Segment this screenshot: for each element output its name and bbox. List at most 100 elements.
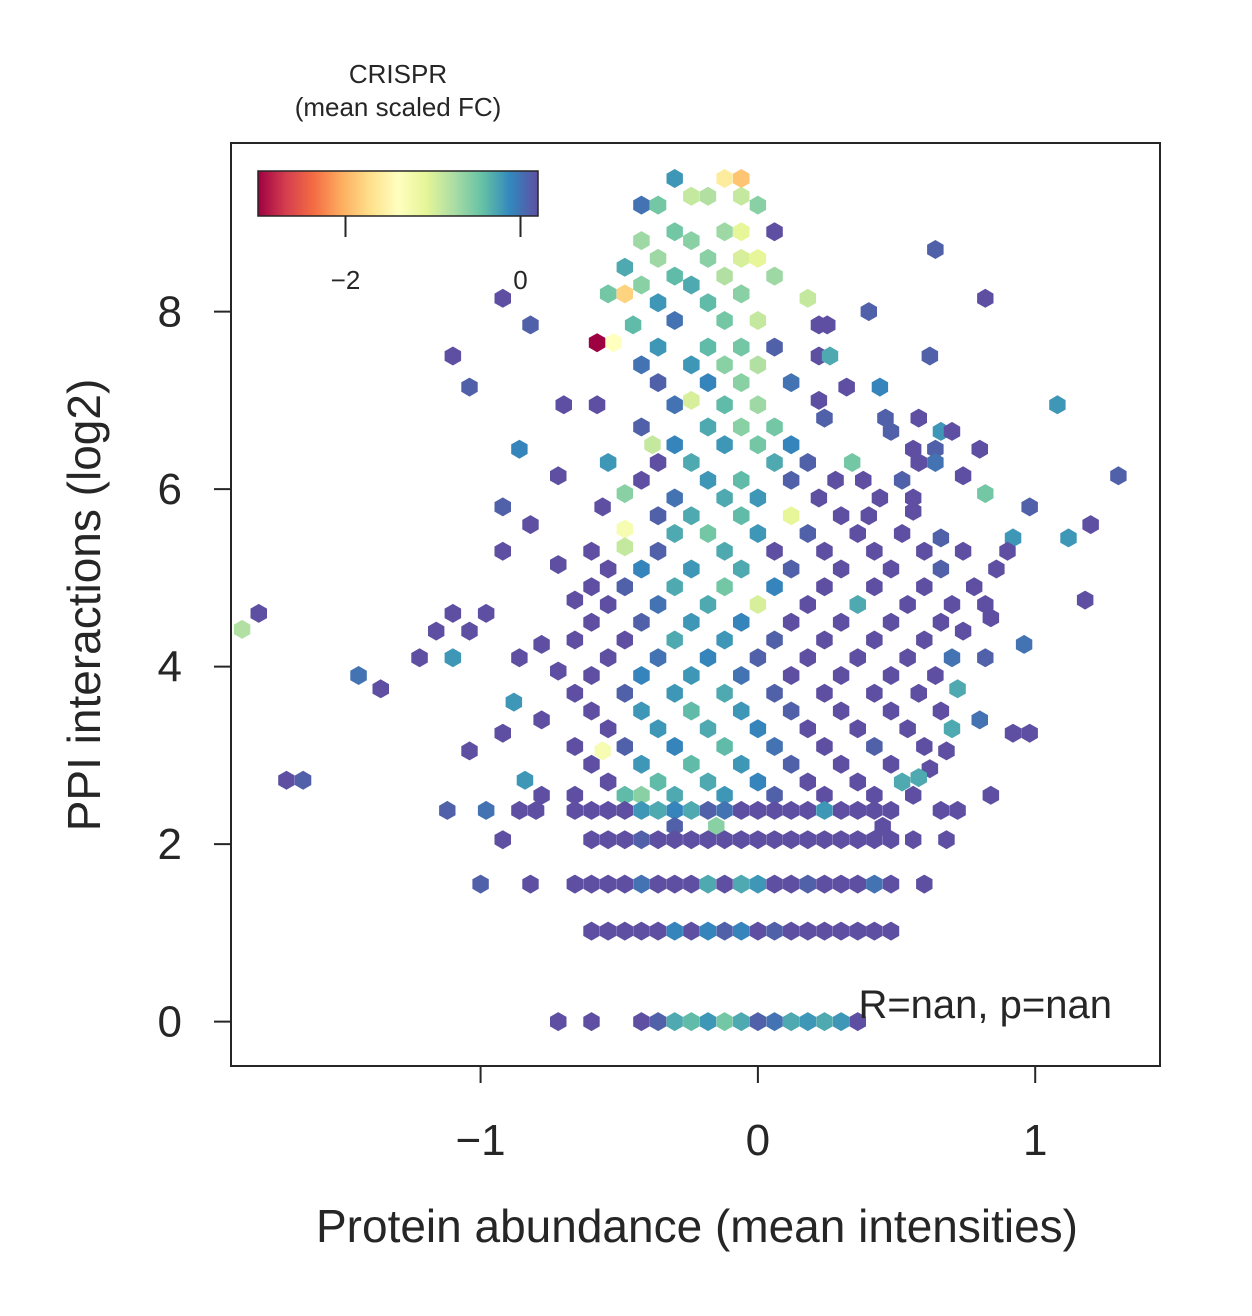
hexbin-cell — [649, 195, 667, 215]
hexbin-cell — [699, 524, 717, 543]
hexbin-cell — [649, 373, 667, 393]
hexbin-cell — [666, 737, 683, 756]
hexbin-cell — [616, 284, 633, 304]
hexbin-cell — [683, 800, 700, 820]
hexbin-cell — [766, 337, 783, 357]
hexbin-cell — [649, 830, 667, 850]
plot-frame — [230, 142, 1161, 1067]
hexbin-cell — [733, 248, 750, 268]
hexbin-cell — [977, 648, 994, 668]
hexbin-cell — [849, 648, 866, 668]
hexbin-cell — [832, 559, 850, 579]
hexbin-cell — [799, 595, 816, 614]
hexbin-cell — [866, 800, 883, 820]
hexbin-cell — [649, 293, 667, 313]
hexbin-cell — [599, 830, 617, 850]
hexbin-cell — [583, 701, 600, 721]
hexbin-cell — [616, 257, 633, 277]
hexbin-cell — [999, 541, 1016, 561]
y-tick-label: 6 — [158, 465, 182, 514]
hexbin-cell — [633, 559, 650, 579]
hexbin-cell — [733, 874, 750, 894]
hexbin-cell — [866, 874, 883, 894]
hexbin-cell — [1021, 497, 1038, 517]
hexbin-cell — [599, 648, 617, 668]
hexbin-cell — [832, 874, 850, 894]
hexbin-cell — [782, 921, 800, 941]
hexbin-cell — [624, 315, 642, 335]
hexbin-cell — [716, 577, 733, 597]
hexbin-cell — [599, 284, 617, 304]
y-tick-label: 0 — [158, 998, 182, 1047]
hexbin-cell — [932, 612, 950, 632]
hexbin-cell — [943, 648, 961, 668]
hexbin-cell — [716, 1012, 733, 1032]
colorbar-ticks: −2 0 — [331, 216, 528, 295]
hexbin-cell — [683, 874, 700, 894]
hexbin-cell — [849, 719, 866, 739]
hexbin-cell — [605, 333, 622, 353]
hexbin-cell — [583, 874, 600, 894]
hexbin-cell — [599, 921, 617, 941]
hexbin-cell — [821, 346, 839, 366]
hexbin-cell — [782, 800, 800, 820]
hexbin-cell — [699, 417, 717, 437]
hexbin-cell — [494, 497, 511, 517]
hexbin-cell — [533, 710, 550, 730]
hexbin-cell — [882, 754, 900, 774]
hexbin-cell — [782, 754, 800, 774]
hexbin-cell — [666, 830, 683, 850]
hexbin-cell — [472, 874, 489, 894]
hexbin-cell — [588, 395, 606, 415]
hexbin-cell — [633, 754, 650, 774]
hexbin-cell — [766, 785, 783, 805]
hexbin-cell — [649, 453, 667, 472]
hexbin-cell — [766, 541, 783, 561]
y-axis-label: PPI interactions (log2) — [58, 379, 110, 832]
hexbin-cell — [566, 785, 584, 805]
x-tick-label: −1 — [455, 1116, 505, 1165]
hexbin-cell — [733, 417, 750, 437]
hexbin-cell — [766, 800, 783, 820]
hexbin-cell — [766, 683, 783, 703]
hexbin-cell — [954, 541, 972, 561]
hexbin-cell — [533, 634, 550, 654]
hexbin-cell — [666, 1012, 683, 1032]
hexbin-cell — [666, 577, 683, 597]
hexbin-cell — [905, 501, 922, 521]
hexbin-cell — [871, 377, 889, 397]
hexbin-cell — [733, 754, 750, 774]
hexbin-cell — [733, 337, 750, 357]
hexbin-cell — [1049, 395, 1066, 415]
hexbin-cell — [583, 666, 600, 685]
hexbin-cell — [799, 874, 816, 894]
hexbin-cell — [233, 619, 251, 639]
hexbin-cell — [866, 737, 883, 756]
hexbin-cell — [1110, 466, 1127, 486]
hexbin-cell — [616, 874, 633, 894]
hexbin-cell — [683, 559, 700, 579]
hexbin-cell — [599, 453, 617, 472]
hexbin-cell — [599, 559, 617, 579]
hexbin-cell — [932, 528, 950, 548]
hexbin-cell — [882, 559, 900, 579]
hexbin-cell — [838, 377, 855, 397]
hexbin-cell — [566, 800, 584, 820]
hexbin-cell — [494, 541, 511, 561]
hexbin-cell — [749, 1012, 767, 1032]
hexbin-cell — [649, 772, 667, 792]
hexbin-cell — [716, 737, 733, 756]
hexbin-cell — [733, 506, 750, 526]
hexbin-cell — [1060, 528, 1077, 548]
hexbin-cell — [882, 830, 900, 850]
hexbin-cell — [816, 785, 833, 805]
hexbin-cell — [916, 874, 933, 894]
hexbin-cell — [766, 453, 783, 472]
hexbin-cell — [599, 772, 617, 792]
hexbin-cell — [699, 337, 717, 357]
hexbin-cell — [716, 785, 733, 805]
hexbin-cell — [782, 435, 800, 455]
hexbin-cell — [616, 683, 633, 703]
hexbin-cell — [832, 1012, 850, 1032]
hexbin-cell — [749, 648, 767, 668]
